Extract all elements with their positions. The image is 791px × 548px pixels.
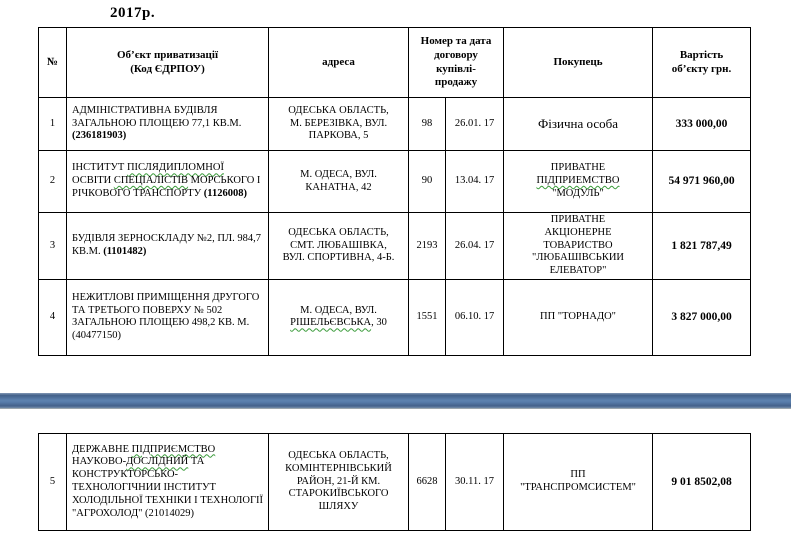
table-row: 3 БУДІВЛЯ ЗЕРНОСКЛАДУ №2, ПЛ. 984,7 КВ.М… (38, 212, 751, 280)
row-num-cell: 2 (38, 150, 67, 213)
col-header-buyer: Покупець (503, 27, 653, 98)
address-cell: ОДЕСЬКА ОБЛАСТЬ, КОМІНТЕРНІВСЬКИЙ РАЙОН,… (268, 433, 409, 531)
price-cell: 54 971 960,00 (652, 150, 751, 213)
contract-number-cell: 98 (408, 97, 446, 151)
col-header-object: Об’єкт приватизації (Код ЄДРПОУ) (66, 27, 269, 98)
table-header-row: № Об’єкт приватизації (Код ЄДРПОУ) адрес… (38, 27, 751, 98)
row-num-cell: 1 (38, 97, 67, 151)
buyer-cell: ПРИВАТНЕ АКЦІОНЕРНЕ ТОВАРИСТВО "ЛЮБАШІВС… (503, 212, 653, 280)
buyer-cell: ПРИВАТНЕ ПІДПРИЕМСТВО "МОДУЛЬ" (503, 150, 653, 213)
object-cell: АДМІНІСТРАТИВНА БУДІВЛЯ ЗАГАЛЬНОЮ ПЛОЩЕЮ… (66, 97, 269, 151)
object-cell: ДЕРЖАВНЕ ПІДПРИЄМСТВО НАУКОВО-ДОСЛІДНИЙ … (66, 433, 269, 531)
object-cell: ІНСТИТУТ ПІСЛЯДИПЛОМНОЇ ОСВІТИ СПЕЦІАЛІС… (66, 150, 269, 213)
year-title: 2017р. (110, 5, 156, 21)
contract-number-cell: 90 (408, 150, 446, 213)
contract-date-cell: 13.04. 17 (445, 150, 504, 213)
col-header-address: адреса (268, 27, 409, 98)
row-num-cell: 4 (38, 278, 67, 356)
buyer-cell: Фізична особа (503, 97, 653, 151)
address-cell: М. ОДЕСА, ВУЛ. РІШЕЛЬЄВСЬКА, 30 (268, 278, 409, 356)
address-cell: ОДЕСЬКА ОБЛАСТЬ, М. БЕРЕЗІВКА, ВУЛ. ПАРК… (268, 97, 409, 151)
table-row: 2 ІНСТИТУТ ПІСЛЯДИПЛОМНОЇ ОСВІТИ СПЕЦІАЛ… (38, 150, 751, 213)
col-header-num: № (38, 27, 67, 98)
object-cell: БУДІВЛЯ ЗЕРНОСКЛАДУ №2, ПЛ. 984,7 КВ.М. … (66, 212, 269, 280)
contract-number-cell: 1551 (408, 278, 446, 356)
page-break-divider (0, 393, 791, 409)
privatization-table-2017: № Об’єкт приватизації (Код ЄДРПОУ) адрес… (38, 27, 751, 356)
price-cell: 3 827 000,00 (652, 278, 751, 356)
price-cell: 9 01 8502,08 (652, 433, 751, 531)
address-cell: М. ОДЕСА, ВУЛ. КАНАТНА, 42 (268, 150, 409, 213)
price-cell: 1 821 787,49 (652, 212, 751, 280)
privatization-table-continued: 5 ДЕРЖАВНЕ ПІДПРИЄМСТВО НАУКОВО-ДОСЛІДНИ… (38, 433, 751, 531)
row-num-cell: 3 (38, 212, 67, 280)
object-cell: НЕЖИТЛОВІ ПРИМІЩЕННЯ ДРУГОГО ТА ТРЕТЬОГО… (66, 278, 269, 356)
contract-date-cell: 06.10. 17 (445, 278, 504, 356)
buyer-cell: ПП "ТРАНСПРОМСИСТЕМ" (503, 433, 653, 531)
contract-date-cell: 26.04. 17 (445, 212, 504, 280)
table-row: 4 НЕЖИТЛОВІ ПРИМІЩЕННЯ ДРУГОГО ТА ТРЕТЬО… (38, 278, 751, 356)
col-header-contract: Номер та дата договору купівлі- продажу (408, 27, 504, 98)
table-row: 1 АДМІНІСТРАТИВНА БУДІВЛЯ ЗАГАЛЬНОЮ ПЛОЩ… (38, 97, 751, 151)
buyer-cell: ПП "ТОРНАДО" (503, 278, 653, 356)
contract-date-cell: 30.11. 17 (445, 433, 504, 531)
contract-date-cell: 26.01. 17 (445, 97, 504, 151)
table-row: 5 ДЕРЖАВНЕ ПІДПРИЄМСТВО НАУКОВО-ДОСЛІДНИ… (38, 433, 751, 531)
row-num-cell: 5 (38, 433, 67, 531)
address-cell: ОДЕСЬКА ОБЛАСТЬ, СМТ. ЛЮБАШІВКА, ВУЛ. СП… (268, 212, 409, 280)
contract-number-cell: 2193 (408, 212, 446, 280)
col-header-price: Вартість об’єкту грн. (652, 27, 751, 98)
contract-number-cell: 6628 (408, 433, 446, 531)
price-cell: 333 000,00 (652, 97, 751, 151)
